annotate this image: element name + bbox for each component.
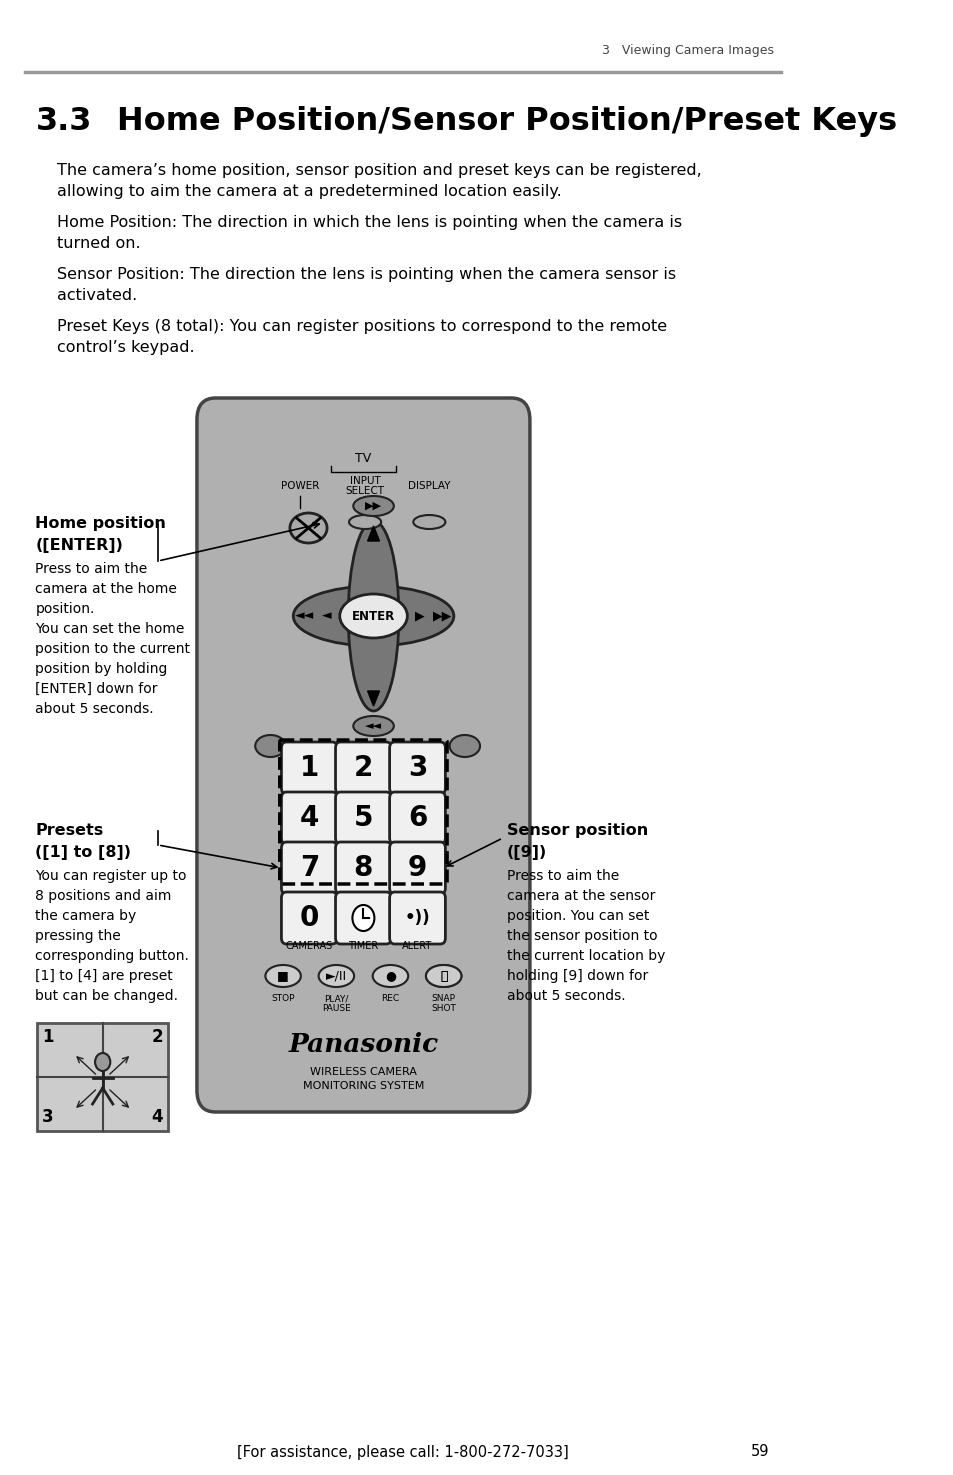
Text: •)): •)) [404, 909, 430, 926]
Text: ►/II: ►/II [326, 969, 347, 982]
Text: 3: 3 [42, 1108, 53, 1125]
Polygon shape [367, 527, 379, 541]
Ellipse shape [425, 965, 461, 987]
Text: REC: REC [381, 994, 399, 1003]
FancyBboxPatch shape [389, 742, 445, 794]
Text: ENTER: ENTER [352, 609, 395, 622]
Text: 4: 4 [152, 1108, 163, 1125]
Text: Press to aim the
camera at the home
position.
You can set the home
position to t: Press to aim the camera at the home posi… [35, 562, 191, 717]
Text: ⬛: ⬛ [439, 969, 447, 982]
Ellipse shape [265, 965, 300, 987]
Text: 1: 1 [299, 754, 318, 782]
Text: STOP: STOP [271, 994, 294, 1003]
Text: 3   Viewing Camera Images: 3 Viewing Camera Images [601, 44, 773, 58]
FancyBboxPatch shape [281, 892, 336, 944]
Ellipse shape [339, 594, 407, 639]
Ellipse shape [255, 735, 285, 757]
Text: ([1] to [8]): ([1] to [8]) [35, 845, 132, 860]
Text: 3.3: 3.3 [35, 106, 91, 137]
Text: Sensor position: Sensor position [507, 823, 648, 838]
FancyBboxPatch shape [389, 792, 445, 844]
Text: TIMER: TIMER [348, 941, 378, 951]
Ellipse shape [353, 715, 394, 736]
Ellipse shape [349, 515, 381, 530]
Text: ▶: ▶ [415, 609, 424, 622]
Text: POWER: POWER [280, 481, 319, 491]
FancyBboxPatch shape [281, 742, 336, 794]
FancyBboxPatch shape [281, 792, 336, 844]
Text: RETURN: RETURN [395, 740, 441, 751]
FancyBboxPatch shape [281, 842, 336, 894]
Text: ●: ● [385, 969, 395, 982]
Text: 4: 4 [299, 804, 318, 832]
Ellipse shape [413, 515, 445, 530]
Ellipse shape [353, 496, 394, 516]
Text: Preset Keys (8 total): You can register positions to correspond to the remote
co: Preset Keys (8 total): You can register … [57, 319, 667, 355]
Text: Panasonic: Panasonic [288, 1031, 438, 1056]
FancyBboxPatch shape [196, 398, 529, 1112]
Text: CAMERAS: CAMERAS [285, 941, 333, 951]
Circle shape [95, 1053, 111, 1071]
Text: 2: 2 [152, 1028, 163, 1046]
Text: The camera’s home position, sensor position and preset keys can be registered,
a: The camera’s home position, sensor posit… [57, 164, 701, 199]
FancyBboxPatch shape [335, 792, 391, 844]
Text: 9: 9 [408, 854, 427, 882]
Text: TV: TV [355, 451, 371, 465]
Text: 1: 1 [42, 1028, 53, 1046]
Text: MENU: MENU [306, 740, 339, 751]
FancyBboxPatch shape [335, 742, 391, 794]
Ellipse shape [290, 513, 327, 543]
Polygon shape [367, 690, 379, 707]
Text: WIRELESS CAMERA: WIRELESS CAMERA [310, 1066, 416, 1077]
FancyBboxPatch shape [389, 842, 445, 894]
FancyBboxPatch shape [335, 842, 391, 894]
Ellipse shape [425, 965, 461, 987]
Text: ALERT: ALERT [402, 941, 432, 951]
Text: Home Position: The direction in which the lens is pointing when the camera is
tu: Home Position: The direction in which th… [57, 215, 682, 251]
FancyBboxPatch shape [37, 1024, 168, 1131]
FancyBboxPatch shape [335, 892, 391, 944]
Text: Home position: Home position [35, 516, 166, 531]
Text: ([9]): ([9]) [507, 845, 547, 860]
Text: 7: 7 [299, 854, 318, 882]
Text: ▶▶: ▶▶ [433, 609, 452, 622]
Text: ▶▶: ▶▶ [365, 502, 381, 510]
Text: 0: 0 [299, 904, 318, 932]
Text: SNAP
SHOT: SNAP SHOT [431, 994, 456, 1013]
Text: ([ENTER]): ([ENTER]) [35, 538, 123, 553]
Text: Presets: Presets [35, 823, 104, 838]
Text: 6: 6 [407, 804, 427, 832]
Text: 3: 3 [407, 754, 427, 782]
Ellipse shape [348, 521, 398, 711]
Circle shape [352, 906, 374, 931]
Text: Home Position/Sensor Position/Preset Keys: Home Position/Sensor Position/Preset Key… [116, 106, 896, 137]
Text: [For assistance, please call: 1-800-272-7033]: [For assistance, please call: 1-800-272-… [237, 1444, 568, 1459]
Text: 2: 2 [354, 754, 373, 782]
Ellipse shape [449, 735, 479, 757]
Ellipse shape [293, 586, 454, 646]
Text: INPUT
SELECT: INPUT SELECT [345, 475, 384, 497]
Text: ◄◄: ◄◄ [365, 721, 381, 732]
Text: You can register up to
8 positions and aim
the camera by
pressing the
correspond: You can register up to 8 positions and a… [35, 869, 190, 1003]
Ellipse shape [318, 965, 354, 987]
Text: 5: 5 [354, 804, 373, 832]
Text: 📷: 📷 [439, 969, 447, 982]
Text: Press to aim the
camera at the sensor
position. You can set
the sensor position : Press to aim the camera at the sensor po… [507, 869, 665, 1003]
Ellipse shape [373, 965, 408, 987]
Text: MONITORING SYSTEM: MONITORING SYSTEM [302, 1081, 424, 1092]
Text: DISPLAY: DISPLAY [408, 481, 450, 491]
FancyBboxPatch shape [389, 892, 445, 944]
Text: 8: 8 [354, 854, 373, 882]
Text: 59: 59 [750, 1444, 768, 1459]
Text: Sensor Position: The direction the lens is pointing when the camera sensor is
ac: Sensor Position: The direction the lens … [57, 267, 676, 302]
Text: ◄: ◄ [322, 609, 332, 622]
Text: ■: ■ [277, 969, 289, 982]
Text: PLAY/
PAUSE: PLAY/ PAUSE [322, 994, 351, 1013]
Text: ◄◄: ◄◄ [294, 609, 314, 622]
